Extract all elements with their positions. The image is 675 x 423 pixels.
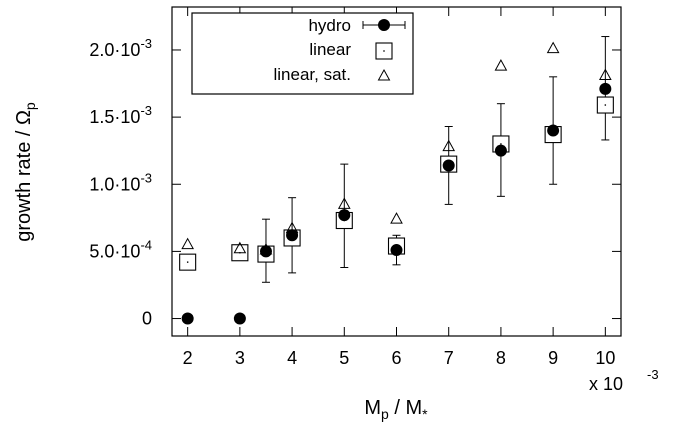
x-axis-label: Mp / M* xyxy=(364,397,428,422)
x-multiplier-base: x 10 xyxy=(589,374,623,394)
x-axis-ticks: 2 3 4 5 6 7 8 9 10 xyxy=(183,7,615,368)
y-tick-label-2: 1.0·10-3 xyxy=(89,170,152,194)
legend-linear-sat-marker xyxy=(377,68,391,81)
hydro-point-3 xyxy=(286,229,299,242)
x-tick-label-3: 5 xyxy=(339,348,349,368)
legend-hydro-marker xyxy=(378,19,390,31)
hydro-point-0 xyxy=(181,312,194,325)
linear-sat-point-4 xyxy=(337,197,351,209)
x-tick-label-8: 10 xyxy=(595,348,615,368)
x-tick-label-4: 6 xyxy=(391,348,401,368)
legend-label-linear-sat: linear, sat. xyxy=(274,65,352,84)
x-multiplier-exponent: -3 xyxy=(647,367,659,382)
x-tick-label-2: 4 xyxy=(287,348,297,368)
data-marks xyxy=(179,36,614,325)
linear-sat-point-5 xyxy=(390,212,403,224)
linear-sat-point-8 xyxy=(546,41,560,54)
y-axis-ticks: 0 5.0·10-4 1.0·10-3 1.5·10-3 2.0·10-3 xyxy=(89,36,621,329)
x-tick-label-7: 9 xyxy=(548,348,558,368)
hydro-point-7 xyxy=(494,144,507,157)
x-tick-label-0: 2 xyxy=(183,348,193,368)
y-tick-label-1: 5.0·10-4 xyxy=(89,237,152,261)
legend-linear-marker-dot xyxy=(383,50,385,52)
y-axis-label: growth rate / Ωp xyxy=(13,102,38,242)
x-multiplier: x 10 -3 xyxy=(589,367,659,394)
x-tick-label-1: 3 xyxy=(235,348,245,368)
hydro-point-1 xyxy=(233,312,246,325)
x-tick-label-5: 7 xyxy=(444,348,454,368)
linear-sat-point-1 xyxy=(233,241,247,254)
linear-point-0-dot xyxy=(186,261,189,263)
hydro-point-8 xyxy=(547,124,560,137)
linear-sat-point-7 xyxy=(494,59,508,71)
hydro-point-2 xyxy=(259,245,272,258)
y-tick-label-3: 1.5·10-3 xyxy=(89,103,152,127)
hydro-point-4 xyxy=(338,209,351,222)
legend-markers xyxy=(362,19,406,81)
linear-sat-point-9 xyxy=(598,68,612,80)
legend-label-hydro: hydro xyxy=(308,16,351,35)
legend: hydro linear linear, sat. xyxy=(191,12,414,95)
legend-label-linear: linear xyxy=(309,40,351,59)
y-tick-label-0: 0 xyxy=(142,309,152,329)
hydro-point-6 xyxy=(442,159,455,172)
x-tick-label-6: 8 xyxy=(496,348,506,368)
linear-sat-point-0 xyxy=(181,237,195,250)
hydro-point-9 xyxy=(599,82,612,95)
linear-sat-point-6 xyxy=(442,139,456,152)
y-tick-label-4: 2.0·10-3 xyxy=(89,36,152,60)
linear-point-7-dot xyxy=(500,143,502,145)
hydro-point-5 xyxy=(390,244,403,257)
linear-point-9-dot xyxy=(604,104,607,106)
